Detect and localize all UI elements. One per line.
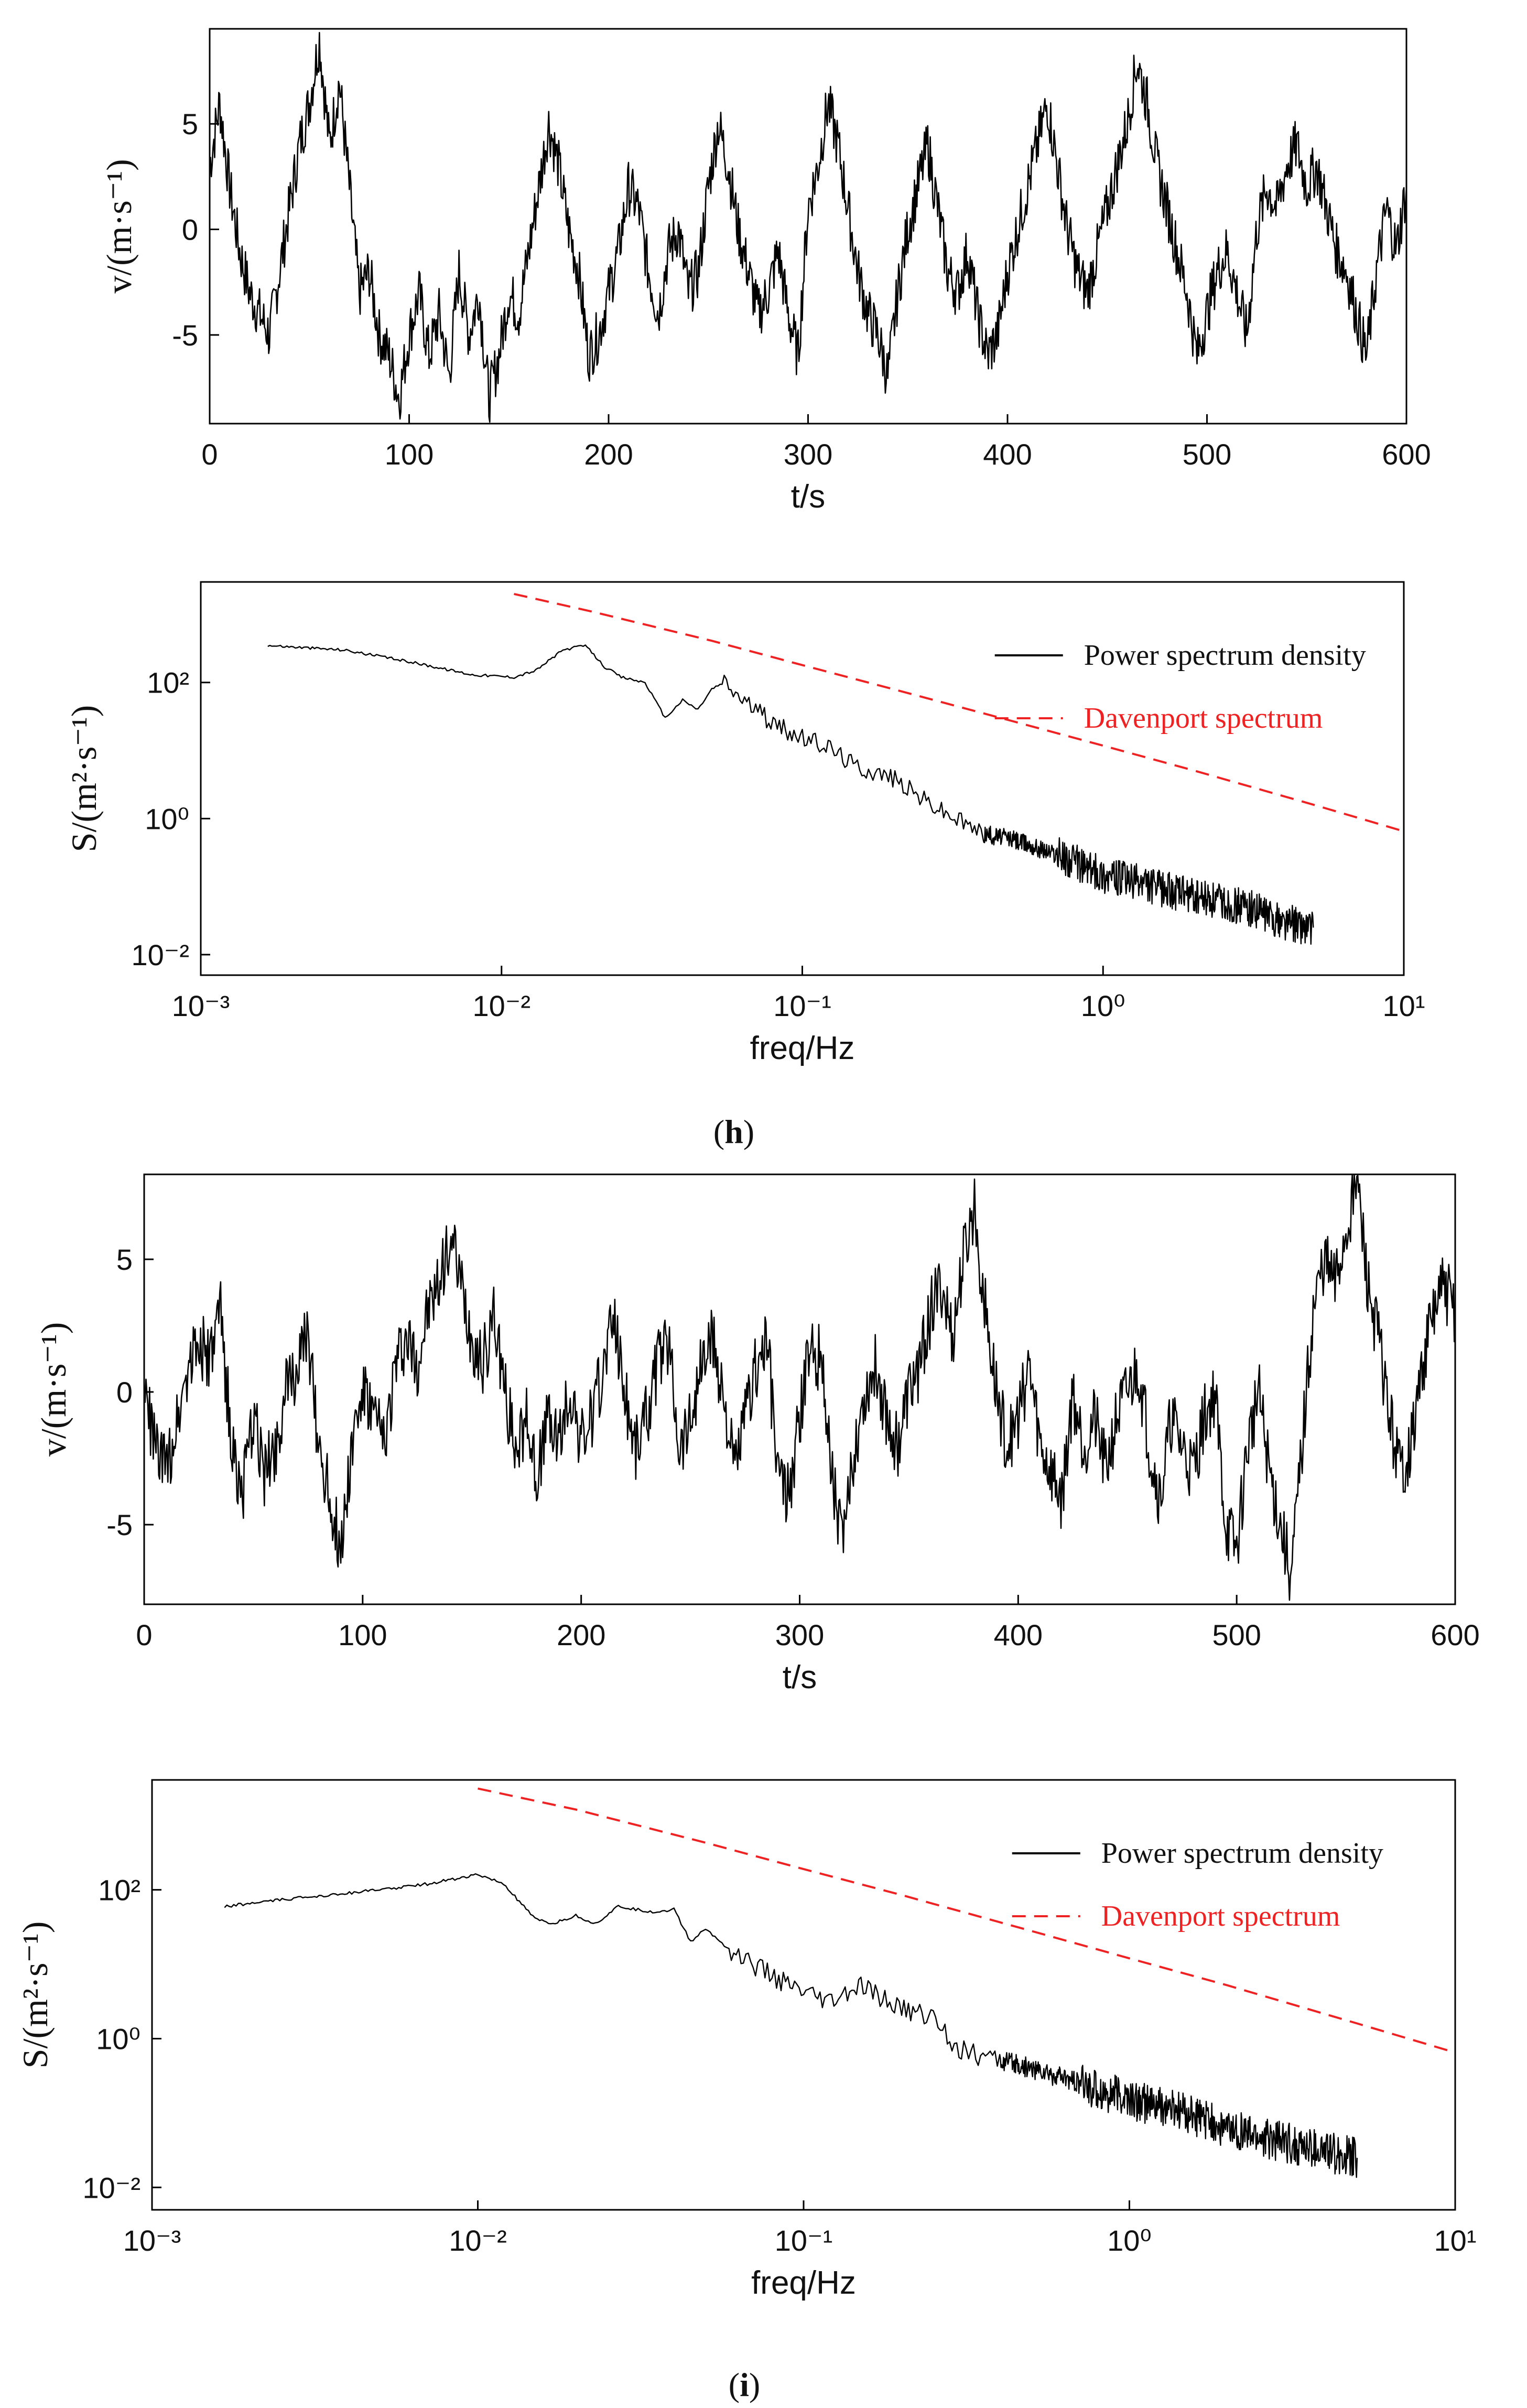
y-tick-label: 5 bbox=[116, 1243, 133, 1276]
x-tick-label: 10⁻² bbox=[449, 2224, 507, 2257]
x-tick-label: 10⁰ bbox=[1081, 989, 1125, 1022]
panel-label-i: (i) bbox=[729, 2366, 760, 2403]
x-tick-label: 200 bbox=[557, 1618, 605, 1651]
x-tick-label: 400 bbox=[994, 1618, 1043, 1651]
y-tick-label: 10² bbox=[147, 666, 189, 699]
chart-h-spectrum: Power spectrum density Davenport spectrum… bbox=[64, 581, 1425, 1066]
series-line bbox=[209, 31, 1407, 423]
davenport-line bbox=[514, 592, 1404, 833]
x-tick-label: 200 bbox=[584, 438, 633, 471]
plot-area bbox=[267, 592, 1404, 945]
x-tick-label: 100 bbox=[385, 438, 434, 471]
plot-area bbox=[224, 1787, 1455, 2178]
y-tick-label: 5 bbox=[182, 107, 198, 141]
psd-line bbox=[267, 644, 1314, 945]
legend-psd-label: Power spectrum density bbox=[1084, 639, 1366, 672]
x-tick-label: 10⁰ bbox=[1107, 2224, 1152, 2257]
x-tick-label: 0 bbox=[201, 438, 218, 471]
x-tick-label: 600 bbox=[1382, 438, 1431, 471]
chart-i-spectrum: Power spectrum density Davenport spectrum… bbox=[15, 1779, 1477, 2301]
x-tick-label: 0 bbox=[136, 1618, 152, 1651]
x-tick-label: 500 bbox=[1183, 438, 1231, 471]
x-tick-label: 300 bbox=[775, 1618, 824, 1651]
y-tick-label: 10⁰ bbox=[96, 2022, 140, 2055]
legend-psd-label: Power spectrum density bbox=[1101, 1837, 1383, 1870]
x-tick-label: 100 bbox=[338, 1618, 387, 1651]
x-tick-label: 10⁻¹ bbox=[773, 989, 831, 1022]
psd-line bbox=[224, 1873, 1358, 2178]
y-tick-label: -5 bbox=[106, 1508, 133, 1541]
x-tick-label: 10⁻¹ bbox=[775, 2224, 833, 2257]
x-axis-label: t/s bbox=[783, 1659, 817, 1696]
x-axis-label: freq/Hz bbox=[751, 2265, 856, 2301]
y-axis-label: S/(m²·s⁻¹) bbox=[15, 1921, 55, 2069]
x-tick-label: 10⁻³ bbox=[172, 989, 230, 1022]
legend-davenport-label: Davenport spectrum bbox=[1084, 702, 1323, 735]
series-line bbox=[143, 1173, 1456, 1601]
y-tick-label: 0 bbox=[182, 213, 198, 246]
chart-i-time-series: 0 100 200 300 400 500 600 -5 0 5 t/s v/(m·s⁻¹) bbox=[34, 1173, 1480, 1696]
x-tick-label: 600 bbox=[1431, 1618, 1479, 1651]
y-tick-label: 10² bbox=[98, 1874, 140, 1907]
x-axis-label: t/s bbox=[791, 479, 825, 515]
y-axis-label: S/(m²·s⁻¹) bbox=[64, 705, 104, 852]
panel-label-h: (h) bbox=[713, 1113, 754, 1150]
x-tick-label: 10¹ bbox=[1434, 2224, 1477, 2257]
x-tick-label: 10⁻³ bbox=[123, 2224, 181, 2257]
x-axis-label: freq/Hz bbox=[750, 1030, 855, 1066]
chart-h-time-series: 0 100 200 300 400 500 600 -5 0 5 t/s v/(m·s⁻¹) bbox=[99, 28, 1431, 515]
y-tick-label: 0 bbox=[116, 1376, 133, 1409]
y-tick-label: 10⁻² bbox=[83, 2171, 141, 2204]
x-tick-label: 400 bbox=[983, 438, 1032, 471]
y-axis-label: v/(m·s⁻¹) bbox=[34, 1322, 73, 1456]
x-tick-label: 500 bbox=[1212, 1618, 1261, 1651]
x-tick-label: 10¹ bbox=[1383, 989, 1425, 1022]
legend-davenport-label: Davenport spectrum bbox=[1101, 1900, 1340, 1932]
y-tick-label: 10⁰ bbox=[145, 802, 189, 835]
y-tick-label: 10⁻² bbox=[132, 938, 190, 971]
davenport-line bbox=[478, 1787, 1455, 2054]
x-tick-label: 10⁻² bbox=[473, 989, 531, 1022]
y-axis-label: v/(m·s⁻¹) bbox=[99, 159, 139, 293]
x-tick-label: 300 bbox=[784, 438, 832, 471]
y-tick-label: -5 bbox=[172, 319, 198, 352]
